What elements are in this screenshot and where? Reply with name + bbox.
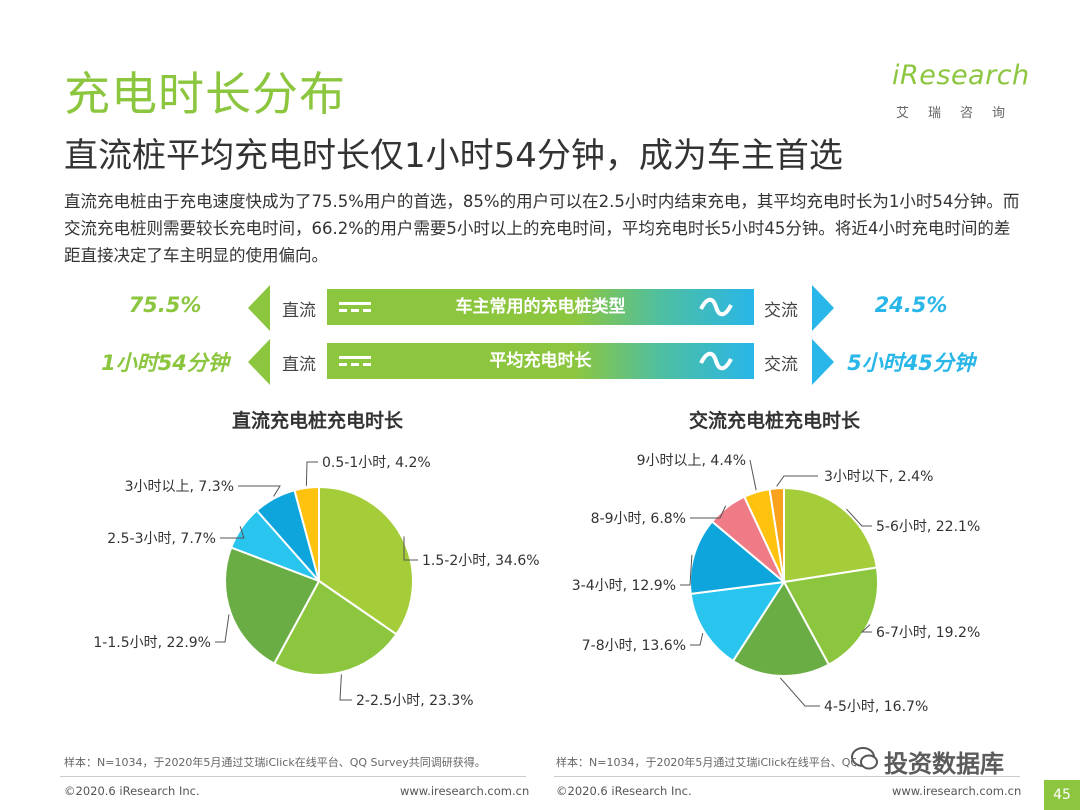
- chevron-left-icon: [248, 339, 270, 385]
- dc-pie-chart: 1.5-2小时, 34.6% 2-2.5小时, 23.3% 1-1.5小时, 22.…: [93, 455, 540, 709]
- footer-divider-left: [60, 776, 526, 777]
- ac-pie-chart: 5-6小时, 22.1% 6-7小时, 19.2% 4-5小时, 16.7% 7-8小…: [572, 453, 981, 715]
- copyright-right: ©2020.6 iResearch Inc.: [556, 784, 692, 798]
- pie-label-2-2.5小时: 2-2.5小时, 23.3%: [356, 693, 474, 709]
- leader-line-6-7小时: [860, 624, 872, 633]
- ac-label: 交流: [764, 301, 798, 321]
- leader-line-7-8小时: [690, 633, 704, 646]
- url-left: www.iresearch.com.cn: [400, 784, 530, 798]
- ac-share-value: 24.5%: [874, 293, 948, 317]
- pie-slice-4-5小时: [731, 580, 831, 677]
- pie-label-3小时以下: 3小时以下, 2.4%: [824, 469, 933, 485]
- footer-divider-right: [554, 776, 1020, 777]
- leader-line-8-9小时: [690, 505, 727, 519]
- leader-line-3小时以上: [238, 485, 281, 497]
- leader-line-1.5-2小时: [403, 536, 418, 561]
- pie-slice-1-1.5小时: [224, 546, 321, 666]
- leader-line-0.5-1小时: [305, 461, 318, 486]
- compare-bar-label: 车主常用的充电桩类型: [455, 297, 626, 317]
- page-subtitle: 直流桩平均充电时长仅1小时54分钟，成为车主首选: [64, 136, 843, 176]
- pie-label-1-1.5小时: 1-1.5小时, 22.9%: [93, 635, 211, 651]
- pie-slice-7-8小时: [689, 580, 787, 663]
- logo-wordmark: iResearch: [892, 60, 1030, 91]
- dc-chart-title: 直流充电桩充电时长: [232, 410, 404, 432]
- leader-line-5-6小时: [846, 508, 872, 527]
- page-title: 充电时长分布: [64, 67, 346, 121]
- chevron-left-icon: [248, 285, 270, 331]
- pie-label-9小时以上: 9小时以上, 4.4%: [637, 453, 746, 469]
- compare-bar: 平均充电时长: [327, 343, 754, 379]
- ac-symbol-icon: [699, 297, 733, 317]
- ac-footnote: 样本：N=1034，于2020年5月通过艾瑞iClick在线平台、QQ Surv…: [556, 756, 856, 769]
- pie-slice-5-6小时: [783, 486, 879, 584]
- leader-line-3-4小时: [680, 554, 693, 586]
- pie-label-7-8小时: 7-8小时, 13.6%: [582, 638, 686, 654]
- ac-label: 交流: [764, 355, 798, 375]
- compare-bar-label: 平均充电时长: [489, 351, 592, 371]
- summary-paragraph: 直流充电桩由于充电速度快成为了75.5%用户的首选，85%的用户可以在2.5小时…: [64, 192, 1020, 265]
- pie-label-4-5小时: 4-5小时, 16.7%: [824, 699, 928, 715]
- dc-symbol-icon: [339, 356, 371, 366]
- pie-label-1.5-2小时: 1.5-2小时, 34.6%: [422, 553, 540, 569]
- dc-footnote: 样本：N=1034，于2020年5月通过艾瑞iClick在线平台、QQ Surv…: [64, 756, 486, 769]
- ac-symbol-icon: [699, 351, 733, 371]
- pie-slice-2-2.5小时: [272, 579, 398, 676]
- compare-row-type: 75.5% 直流 车主常用的充电桩类型 交流 24.5%: [0, 284, 1080, 334]
- pie-slice-6-7小时: [782, 566, 879, 667]
- url-right: www.iresearch.com.cn: [892, 784, 1022, 798]
- pie-slice-3-4小时: [689, 520, 787, 595]
- ac-chart-title: 交流充电桩充电时长: [689, 410, 861, 432]
- iresearch-logo: iResearch 艾瑞咨询: [892, 60, 1032, 121]
- pie-label-6-7小时: 6-7小时, 19.2%: [876, 625, 980, 641]
- chevron-right-icon: [812, 339, 834, 385]
- leader-line-2-2.5小时: [339, 674, 352, 701]
- compare-bar: 车主常用的充电桩类型: [327, 289, 754, 325]
- leader-line-1-1.5小时: [215, 614, 230, 643]
- pie-label-5-6小时: 5-6小时, 22.1%: [876, 519, 980, 535]
- pie-slice-1.5-2小时: [318, 485, 414, 636]
- dc-duration-value: 1小时54分钟: [101, 351, 229, 375]
- pie-slice-0.5-1小时: [293, 485, 320, 582]
- pie-label-3-4小时: 3-4小时, 12.9%: [572, 578, 676, 594]
- logo-subtext: 艾瑞咨询: [896, 106, 1025, 121]
- pie-label-3小时以上: 3小时以上, 7.3%: [125, 479, 234, 495]
- dc-share-value: 75.5%: [128, 293, 202, 317]
- leader-line-9小时以上: [749, 459, 757, 491]
- ac-duration-value: 5小时45分钟: [847, 351, 975, 375]
- pie-label-8-9小时: 8-9小时, 6.8%: [591, 511, 686, 527]
- pie-label-2.5-3小时: 2.5-3小时, 7.7%: [107, 531, 216, 547]
- page-number: 45: [1044, 780, 1080, 810]
- compare-row-duration: 1小时54分钟 直流 平均充电时长 交流 5小时45分钟: [0, 338, 1080, 388]
- dc-symbol-icon: [339, 302, 371, 312]
- pie-slice-3小时以下: [768, 486, 785, 583]
- chevron-right-icon: [812, 285, 834, 331]
- leader-line-3小时以下: [776, 475, 818, 487]
- leader-line-4-5小时: [779, 677, 820, 707]
- pie-label-0.5-1小时: 0.5-1小时, 4.2%: [322, 455, 431, 471]
- dc-label: 直流: [282, 355, 316, 375]
- leader-line-2.5-3小时: [220, 526, 245, 539]
- watermark-text: 投资数据库: [884, 750, 1004, 778]
- copyright-left: ©2020.6 iResearch Inc.: [64, 784, 200, 798]
- wechat-icon: [851, 747, 878, 770]
- dc-label: 直流: [282, 301, 316, 321]
